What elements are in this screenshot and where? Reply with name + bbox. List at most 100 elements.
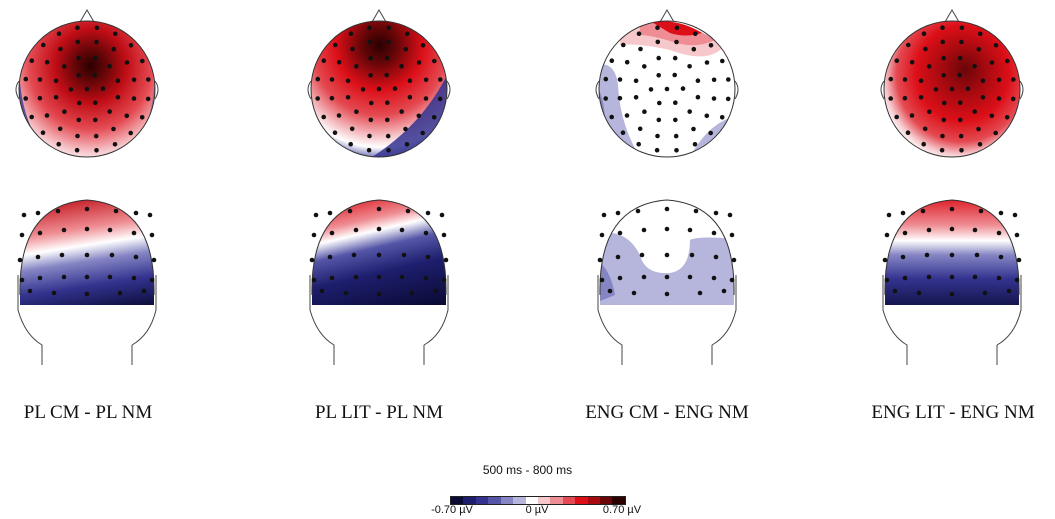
- electrode-dot: [329, 230, 335, 236]
- electrode-dot: [44, 59, 50, 65]
- electrode-dot: [311, 277, 317, 283]
- electrode-dot: [982, 290, 988, 296]
- electrode-dot: [61, 227, 67, 233]
- electrode-dot: [642, 109, 647, 114]
- electrode-dot: [384, 55, 390, 61]
- electrode-dot: [607, 288, 613, 294]
- electrode-dot: [348, 141, 353, 147]
- electrode-dot: [74, 147, 80, 153]
- electrode-dot: [689, 252, 695, 258]
- electrode-dot: [711, 96, 717, 101]
- electrode-dot: [124, 113, 130, 119]
- electrode-dot: [347, 208, 353, 214]
- condition-label: ENG LIT - ENG NM: [871, 402, 1035, 423]
- electrode-dot: [926, 274, 932, 280]
- electrode-dot: [353, 227, 359, 233]
- electrode-dot: [957, 72, 962, 78]
- electrode-dot: [692, 142, 698, 147]
- electrode-dot: [327, 210, 333, 216]
- electrode-dot: [84, 252, 90, 258]
- electrode-dot: [409, 290, 415, 296]
- electrode-dot: [416, 113, 422, 119]
- topomap-top-eng-lit: [880, 9, 1024, 158]
- electrode-dot: [336, 113, 342, 118]
- electrode-dot: [1014, 277, 1020, 283]
- electrode-dot: [933, 87, 939, 92]
- electrode-dot: [713, 254, 719, 260]
- electrode-dot: [980, 94, 986, 100]
- electrode-dot: [315, 96, 320, 101]
- electrode-dot: [989, 60, 995, 65]
- electrode-dot: [603, 96, 608, 101]
- electrode-dot: [93, 100, 98, 105]
- electrode-dot: [329, 77, 335, 82]
- electrode-dot: [884, 277, 890, 283]
- topomap-back-pl-lit: [309, 199, 449, 365]
- electrode-dot: [438, 77, 443, 82]
- electrode-dot: [146, 77, 151, 82]
- electrode-dot: [1016, 257, 1022, 263]
- electrode-dot: [729, 232, 735, 238]
- electrode-dot: [906, 42, 911, 48]
- electrode-dot: [941, 55, 946, 61]
- electrode-dot: [376, 86, 382, 92]
- electrode-dot: [993, 130, 998, 136]
- electrode-dot: [107, 64, 112, 69]
- electrode-dot: [368, 117, 374, 123]
- electrode-dot: [939, 147, 945, 153]
- electrode-dot: [942, 100, 947, 106]
- electrode-dot: [902, 275, 908, 281]
- electrode-dot: [949, 86, 955, 92]
- electrode-dot: [139, 115, 145, 120]
- electrode-dot: [978, 208, 984, 214]
- electrode-dot: [959, 39, 964, 45]
- electrode-dot: [642, 64, 647, 69]
- electrode-dot: [35, 254, 41, 260]
- colorbar-swatch: [587, 497, 601, 504]
- electrode-dot: [900, 254, 906, 260]
- electrode-dot: [420, 130, 425, 136]
- electrode-dot: [609, 58, 615, 63]
- electrode-dot: [998, 210, 1004, 216]
- electrode-dot: [111, 46, 117, 52]
- electrode-dot: [100, 86, 106, 91]
- electrode-dot: [664, 226, 670, 232]
- electrode-dot: [369, 100, 374, 106]
- electrode-dot: [654, 147, 660, 153]
- electrode-dot: [423, 77, 429, 83]
- electrode-dot: [664, 274, 670, 280]
- electrode-dot: [149, 277, 155, 283]
- electrode-dot: [620, 130, 626, 135]
- electrode-dot: [695, 78, 701, 83]
- electrode-dot: [44, 113, 50, 118]
- electrode-dot: [636, 141, 641, 147]
- electrode-dot: [949, 206, 955, 212]
- electrode-dot: [385, 100, 390, 105]
- electrode-dot: [425, 210, 431, 216]
- electrode-dot: [655, 133, 660, 139]
- electrode-dot: [147, 212, 153, 218]
- electrode-dot: [131, 230, 137, 236]
- electrode-dot: [40, 130, 46, 135]
- electrode-dot: [329, 95, 335, 101]
- electrode-dot: [921, 31, 927, 36]
- electrode-dot: [664, 252, 670, 258]
- electrode-dot: [693, 208, 699, 214]
- electrode-dot: [349, 126, 355, 132]
- electrode-dot: [976, 46, 982, 52]
- electrode-dot: [902, 230, 908, 236]
- electrode-dot: [949, 252, 955, 258]
- electrode-dot: [29, 114, 34, 120]
- electrode-dot: [959, 25, 965, 31]
- electrode-dot: [657, 100, 662, 106]
- electrode-dot: [35, 210, 41, 216]
- electrode-dot: [941, 73, 946, 78]
- electrode-dot: [958, 117, 963, 123]
- electrode-dot: [957, 55, 963, 61]
- electrode-dot: [673, 100, 678, 105]
- electrode-dot: [55, 208, 61, 214]
- electrode-dot: [367, 25, 372, 31]
- electrode-dot: [958, 100, 963, 105]
- electrode-dot: [92, 72, 97, 78]
- electrode-dot: [416, 60, 422, 65]
